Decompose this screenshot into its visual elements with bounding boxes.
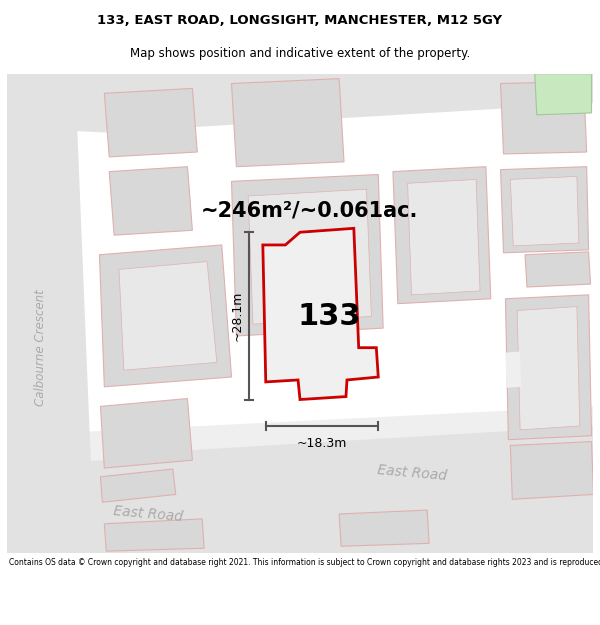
Polygon shape: [500, 167, 589, 252]
Text: 133: 133: [298, 302, 361, 331]
Polygon shape: [7, 436, 593, 514]
Text: East Road: East Road: [113, 504, 184, 524]
Polygon shape: [119, 262, 217, 370]
Polygon shape: [505, 295, 592, 439]
Polygon shape: [232, 174, 383, 336]
Polygon shape: [511, 442, 593, 499]
Polygon shape: [517, 307, 580, 430]
Polygon shape: [100, 469, 176, 502]
Polygon shape: [104, 426, 593, 494]
Text: 133, EAST ROAD, LONGSIGHT, MANCHESTER, M12 5GY: 133, EAST ROAD, LONGSIGHT, MANCHESTER, M…: [97, 14, 503, 27]
Polygon shape: [248, 189, 371, 324]
Polygon shape: [232, 79, 344, 167]
Text: ~246m²/~0.061ac.: ~246m²/~0.061ac.: [201, 201, 418, 221]
Polygon shape: [505, 352, 521, 388]
Text: East Road: East Road: [377, 463, 448, 483]
Polygon shape: [100, 399, 193, 468]
Polygon shape: [7, 406, 593, 489]
Polygon shape: [100, 245, 232, 387]
Polygon shape: [525, 252, 590, 287]
Polygon shape: [263, 228, 378, 399]
Polygon shape: [109, 167, 193, 235]
Polygon shape: [500, 82, 587, 154]
Polygon shape: [407, 179, 480, 295]
Text: Calbourne Crescent: Calbourne Crescent: [34, 289, 47, 406]
Polygon shape: [7, 74, 593, 132]
Polygon shape: [7, 74, 95, 553]
Text: ~18.3m: ~18.3m: [297, 437, 347, 450]
Polygon shape: [104, 519, 204, 551]
Polygon shape: [7, 455, 593, 553]
Polygon shape: [104, 88, 197, 157]
Polygon shape: [393, 167, 491, 304]
Text: Map shows position and indicative extent of the property.: Map shows position and indicative extent…: [130, 47, 470, 59]
Text: ~28.1m: ~28.1m: [231, 291, 244, 341]
Polygon shape: [339, 510, 429, 546]
Polygon shape: [535, 74, 592, 115]
Text: Contains OS data © Crown copyright and database right 2021. This information is : Contains OS data © Crown copyright and d…: [9, 558, 600, 567]
Polygon shape: [511, 176, 579, 246]
